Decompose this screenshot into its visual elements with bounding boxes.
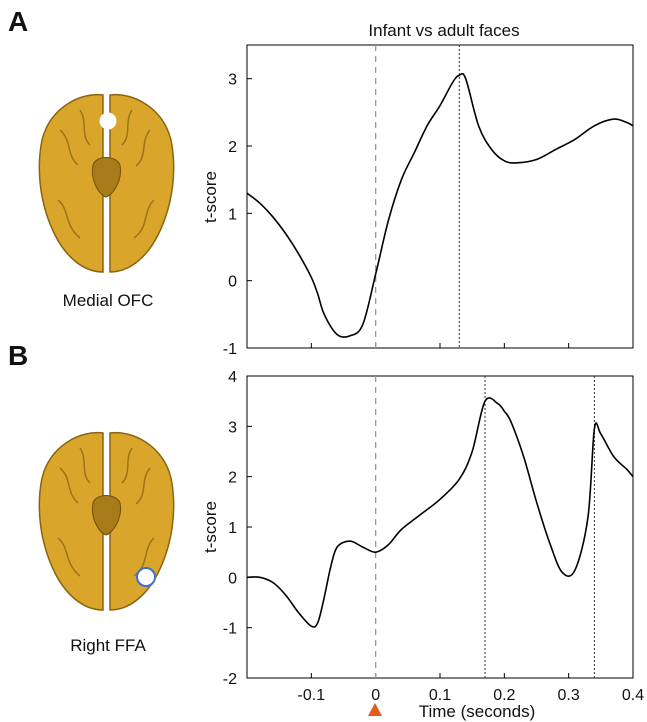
sulci-a bbox=[57, 109, 155, 239]
chart-b-ytick-label: 3 bbox=[228, 419, 237, 436]
chart-a-ytick-label: 1 bbox=[228, 206, 237, 223]
chart-b-ytick-label: 0 bbox=[228, 570, 237, 587]
chart-a-ytick-label: 2 bbox=[228, 139, 237, 156]
sulci-b bbox=[57, 447, 155, 577]
chart-b-ytick-label: 4 bbox=[228, 369, 237, 386]
chart-b-ytick-label: 2 bbox=[228, 470, 237, 487]
brainstem-b bbox=[91, 495, 122, 536]
chart-a-ytick-label: 0 bbox=[228, 274, 237, 291]
roi-marker-medial-ofc bbox=[99, 112, 117, 130]
chart-b-ytick-label: -1 bbox=[223, 621, 237, 638]
brainstem-a bbox=[91, 157, 122, 198]
chart-b-xlabel: Time (seconds) bbox=[419, 702, 536, 721]
chart-b-xtick-label: 0.4 bbox=[622, 687, 644, 704]
onset-marker-icon bbox=[368, 703, 382, 716]
brain-left-hemisphere-a bbox=[38, 93, 104, 273]
chart-b-ytick-label: -2 bbox=[223, 671, 237, 688]
region-label-right-ffa: Right FFA bbox=[70, 636, 146, 655]
brain-image-a bbox=[38, 93, 175, 273]
chart-a-ytick-label: 3 bbox=[228, 72, 237, 89]
chart-b-plot-frame bbox=[246, 375, 634, 679]
chart-a-ylabel: t-score bbox=[201, 171, 220, 223]
chart-b-xtick-label: 0.1 bbox=[429, 687, 451, 704]
chart-b-xtick-label: -0.1 bbox=[298, 687, 326, 704]
roi-marker-right-ffa bbox=[136, 567, 156, 587]
chart-a-series-line bbox=[246, 72, 634, 338]
panel-letter-a: A bbox=[8, 6, 29, 37]
chart-b: -2 -1 0 1 2 3 4 -0.1 0 0.1 0.2 0.3 0.4 bbox=[223, 369, 644, 704]
chart-b-xtick-label: 0 bbox=[371, 687, 380, 704]
chart-b-ytick-label: 1 bbox=[228, 520, 237, 537]
chart-b-ylabel: t-score bbox=[201, 501, 220, 553]
chart-b-xtick-label: 0.2 bbox=[493, 687, 515, 704]
panel-letter-b: B bbox=[8, 340, 29, 371]
chart-b-series-line bbox=[246, 397, 634, 628]
chart-b-xtick-label: 0.3 bbox=[558, 687, 580, 704]
region-label-medial-ofc: Medial OFC bbox=[62, 291, 154, 310]
chart-a-plot-frame bbox=[246, 44, 634, 349]
brain-right-hemisphere-a bbox=[109, 93, 175, 273]
chart-a: -1 0 1 2 3 bbox=[223, 44, 634, 358]
chart-a-title: Infant vs adult faces bbox=[368, 21, 519, 40]
chart-a-ytick-label: -1 bbox=[223, 341, 237, 358]
brain-image-b bbox=[38, 431, 175, 611]
brain-left-hemisphere-b bbox=[38, 431, 104, 611]
